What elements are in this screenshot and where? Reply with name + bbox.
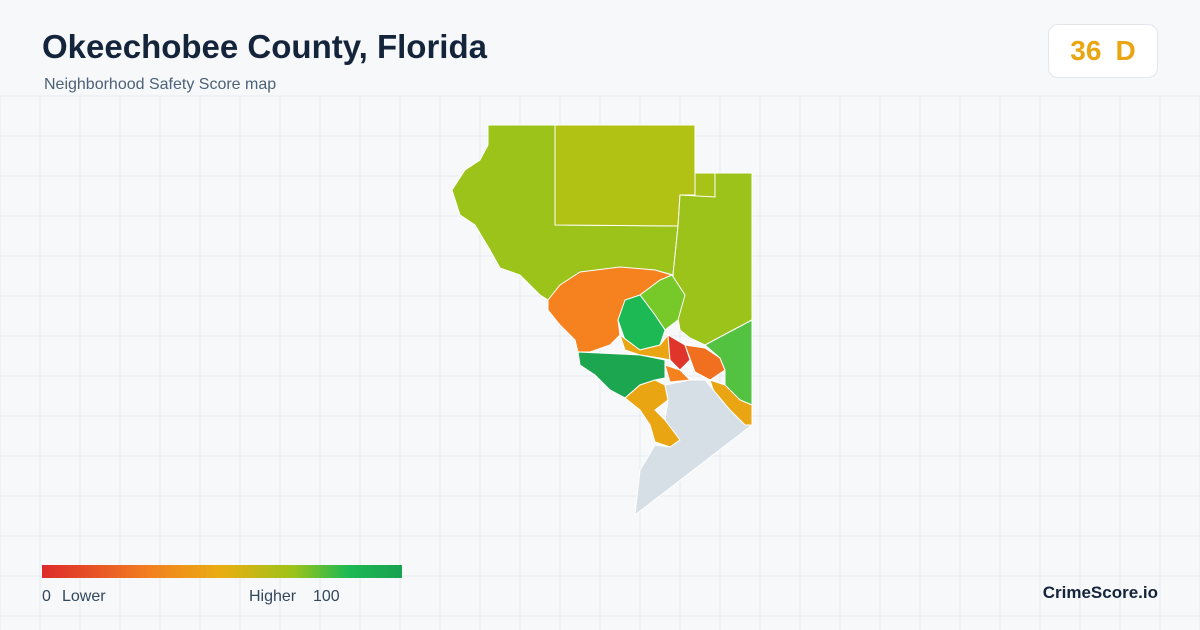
subtitle: Neighborhood Safety Score map <box>44 76 277 93</box>
county-map <box>451 124 754 517</box>
score-badge: 36 D <box>1048 24 1158 78</box>
region <box>672 172 753 346</box>
grade: D <box>1115 35 1136 66</box>
region <box>694 172 716 198</box>
region <box>667 334 691 371</box>
legend-low-label: Lower <box>62 588 106 605</box>
legend-gradient <box>42 565 402 578</box>
legend-max: 100 <box>313 588 340 605</box>
title: Okeechobee County, Florida <box>42 28 487 65</box>
region <box>664 364 692 383</box>
legend-min: 0 <box>42 588 51 605</box>
brand: CrimeScore.io <box>1042 583 1158 602</box>
legend-high-label: Higher <box>249 588 297 605</box>
score: 36 <box>1070 35 1102 66</box>
region <box>634 379 754 517</box>
region <box>554 124 696 227</box>
